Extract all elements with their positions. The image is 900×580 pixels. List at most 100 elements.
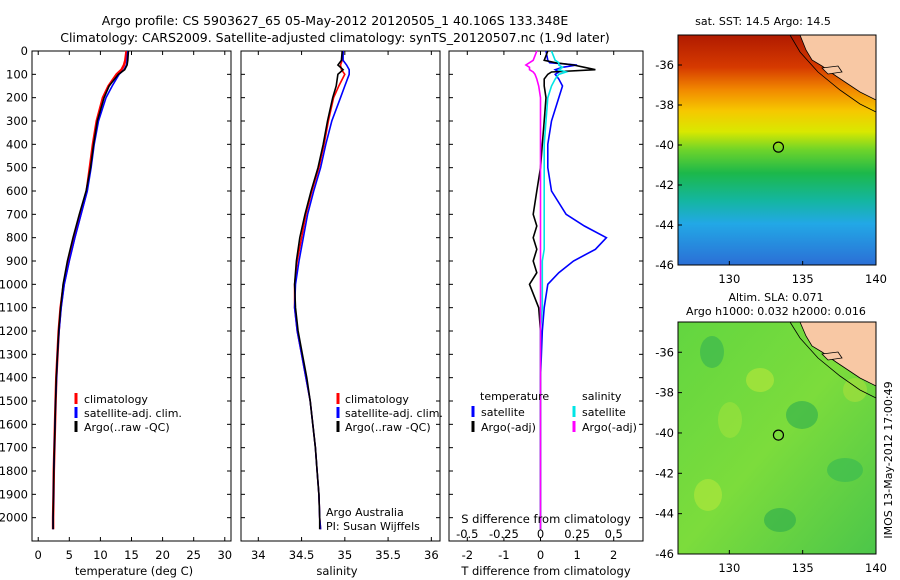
- depth-tick-label: 300: [6, 114, 28, 128]
- salinity-panel: [240, 50, 441, 542]
- depth-tick-label: 1000: [0, 277, 28, 291]
- sst-map-axes: 130 135 140 -36 -38 -40 -42 -44 -46: [655, 58, 887, 286]
- temperature-plot: 0 5 10 15 20 25 30: [35, 50, 232, 562]
- lon-tick-label: 140: [865, 561, 887, 575]
- sla-eddy: [764, 508, 796, 532]
- depth-tick-label: 600: [6, 184, 28, 198]
- x-tick-label: 20: [155, 548, 170, 562]
- sla-eddy: [694, 479, 722, 511]
- legend-head-temperature: temperature: [480, 390, 549, 403]
- lon-tick-label: 140: [865, 272, 887, 286]
- lon-tick-label: 135: [792, 561, 814, 575]
- lat-tick-label: -38: [655, 98, 674, 112]
- legend-label-climatology: climatology: [345, 393, 409, 406]
- depth-tick-label: 0: [21, 44, 28, 58]
- depth-tick-label: 100: [6, 67, 28, 81]
- sla-map: [678, 321, 877, 554]
- x-tick-label: 30: [217, 548, 232, 562]
- series-line: [52, 50, 129, 530]
- lon-tick-label: 130: [718, 272, 740, 286]
- legend-label-s-argo: Argo(-adj): [582, 421, 637, 434]
- sla-eddy: [700, 336, 724, 368]
- x-tick-label: 35.5: [375, 548, 401, 562]
- sst-map-title: sat. SST: 14.5 Argo: 14.5: [695, 15, 831, 28]
- lat-tick-label: -44: [655, 218, 674, 232]
- sla-map-axes: 130 135 140 -36 -38 -40 -42 -44 -46: [655, 345, 887, 575]
- credit-line2: PI: Susan Wijffels: [326, 520, 420, 533]
- kangaroo-island-sla: [821, 351, 843, 361]
- legend-label-argo: Argo(..raw -QC): [84, 421, 170, 434]
- x-tick-label: 35: [338, 548, 353, 562]
- s-diff-tick-label: 0.5: [605, 527, 623, 541]
- s-diff-tick-label: -0.5: [456, 527, 478, 541]
- x-tick-label: -1: [498, 548, 509, 562]
- difference-plot: -2 -1 0 1 2 -0.5 -0.25 0 0.25 0.5: [449, 50, 643, 562]
- temperature-axis-label: temperature (deg C): [75, 564, 193, 578]
- depth-tick-label: 1200: [0, 324, 28, 338]
- depth-tick-label: 800: [6, 231, 28, 245]
- temperature-legend: climatology satellite-adj. clim. Argo(..…: [74, 393, 182, 434]
- depth-tick-label: 1700: [0, 441, 28, 455]
- x-tick-label: 10: [93, 548, 108, 562]
- salinity-axis-label: salinity: [316, 564, 357, 578]
- depth-tick-label: 1600: [0, 417, 28, 431]
- lat-tick-label: -44: [655, 507, 674, 521]
- depth-tick-label: 1100: [0, 301, 28, 315]
- lat-tick-label: -40: [655, 426, 674, 440]
- side-timestamp: IMOS 13-May-2012 17:00:49: [882, 381, 895, 538]
- salinity-legend: climatology satellite-adj. clim. Argo(..…: [336, 393, 443, 434]
- lat-tick-label: -36: [655, 345, 674, 359]
- lat-tick-label: -42: [655, 178, 674, 192]
- s-diff-tick-label: -0.25: [489, 527, 519, 541]
- depth-tick-label: 200: [6, 91, 28, 105]
- lat-tick-label: -42: [655, 466, 674, 480]
- legend-label-t-argo: Argo(-adj): [481, 421, 536, 434]
- series-line: [539, 50, 608, 530]
- series-line: [52, 50, 130, 530]
- lat-tick-label: -46: [655, 547, 674, 561]
- argo-location-marker: [772, 429, 785, 441]
- s-diff-tick-label: 0.25: [564, 527, 590, 541]
- lat-tick-label: -40: [655, 138, 674, 152]
- sla-map-frame: [677, 321, 877, 555]
- x-tick-label: 1: [573, 548, 580, 562]
- header-line1: Argo profile: CS 5903627_65 05-May-2012 …: [102, 13, 569, 28]
- x-tick-label: -2: [462, 548, 473, 562]
- x-tick-label: 34: [251, 548, 266, 562]
- difference-legend: temperature salinity satellite Argo(-adj…: [471, 390, 637, 434]
- lon-tick-label: 135: [792, 272, 814, 286]
- sla-eddy: [843, 378, 867, 402]
- argo-location-marker: [772, 141, 785, 153]
- depth-tick-label: 900: [6, 254, 28, 268]
- series-line: [528, 50, 596, 530]
- shelf-contour-sla: [789, 321, 877, 399]
- series-line: [293, 51, 350, 530]
- lat-tick-label: -36: [655, 58, 674, 72]
- credit-line1: Argo Australia: [326, 506, 404, 519]
- depth-axis: 0 100 200 300 400 500 600 700 800 900 1000 1100 1200…: [0, 44, 36, 525]
- sst-map-frame: [677, 34, 877, 266]
- sst-map: [678, 34, 877, 265]
- sla-eddy: [827, 458, 863, 482]
- x-tick-label: 36: [424, 548, 439, 562]
- legend-label-s-satellite: satellite: [582, 406, 626, 419]
- x-tick-label: 15: [124, 548, 139, 562]
- s-diff-tick-label: 0: [537, 527, 544, 541]
- lat-tick-label: -38: [655, 386, 674, 400]
- x-tick-label: 0: [35, 548, 42, 562]
- depth-tick-label: 500: [6, 161, 28, 175]
- lon-tick-label: 130: [718, 561, 740, 575]
- depth-tick-label: 1900: [0, 487, 28, 501]
- series-line: [293, 50, 346, 530]
- series-line: [293, 50, 345, 530]
- kangaroo-island-sst: [821, 65, 843, 75]
- shelf-contour-sst: [789, 34, 877, 113]
- legend-label-climatology: climatology: [84, 393, 148, 406]
- depth-tick-label: 1400: [0, 371, 28, 385]
- lat-tick-label: -46: [655, 258, 674, 272]
- legend-head-salinity: salinity: [582, 390, 622, 403]
- t-difference-axis-label: T difference from climatology: [460, 564, 631, 578]
- depth-tick-label: 2000: [0, 511, 28, 525]
- header-line2: Climatology: CARS2009. Satellite-adjuste…: [60, 30, 610, 45]
